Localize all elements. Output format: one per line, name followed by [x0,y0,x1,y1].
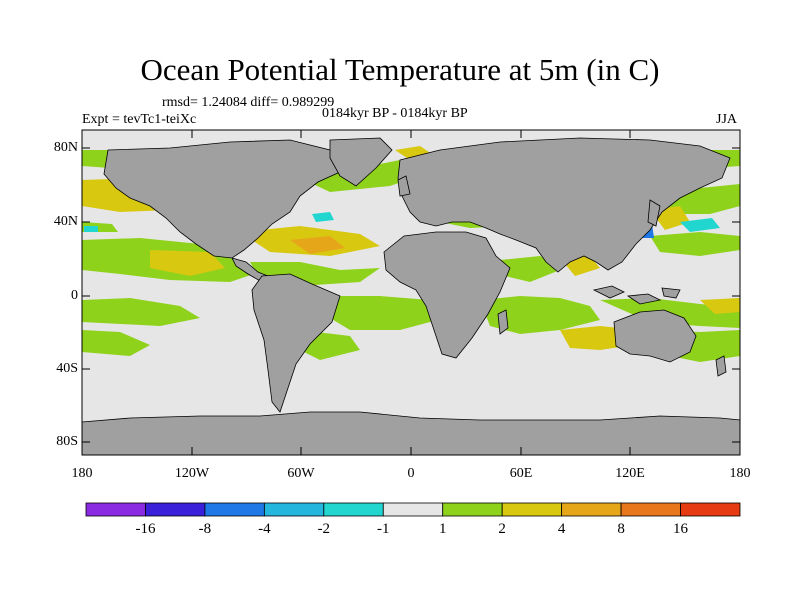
lat-label-40s: 40S [56,361,78,376]
lon-label-60w: 60W [287,466,315,481]
lon-label-120e: 120E [615,466,645,481]
colorbar-label: 4 [557,521,566,537]
colorbar-label: -1 [377,521,390,537]
land-australia [613,309,697,363]
colorbar-label: -16 [135,521,156,537]
lon-label-180e: 180 [729,466,751,481]
colorbar-swatch [85,502,146,517]
lon-label-60e: 60E [509,466,533,481]
colorbar-swatch [263,502,325,517]
colorbar-label: 2 [498,521,506,537]
colorbar-swatch [323,502,384,517]
land-japan [647,199,661,227]
land-south-america [251,273,341,413]
land-africa [383,231,511,359]
lat-label-0: 0 [71,288,78,303]
colorbar-swatch [501,502,563,517]
colorbar-label: 16 [673,521,689,537]
rmsd-diff-stats: rmsd= 1.24084 diff= 0.989299 [162,95,335,110]
colorbar-swatch [382,502,444,517]
time-period-label: 0184kyr BP - 0184kyr BP [322,106,468,121]
axis-ticks [82,130,740,455]
lat-label-80n: 80N [53,140,78,155]
land-greenland [329,137,393,187]
colorbar-label: -4 [258,521,271,537]
colorbar-swatch [442,502,503,517]
land-eurasia [397,137,731,273]
colorbar [85,502,741,517]
land-madagascar [497,309,509,335]
colorbar-label: 1 [438,521,447,537]
colorbar-label: -8 [198,521,212,537]
season-label: JJA [716,112,738,127]
lon-label-0: 0 [407,466,415,481]
lon-label-180w: 180 [71,466,93,481]
map-title: Ocean Potential Temperature at 5m (in C) [140,52,660,87]
colorbar-swatch [145,502,206,517]
colorbar-swatch [204,502,265,517]
experiment-label: Expt = tevTc1-teiXc [82,112,197,127]
land-masses [81,137,741,456]
lat-label-40n: 40N [53,214,78,229]
land-uk [397,175,411,197]
lat-label-80s: 80S [56,434,78,449]
land-north-america [103,139,341,259]
colorbar-swatch [561,502,622,517]
colorbar-swatch [680,502,741,517]
colorbar-label: 8 [617,521,625,537]
colorbar-label: -2 [317,521,331,537]
lon-label-120w: 120W [174,466,210,481]
colorbar-swatch [620,502,681,517]
